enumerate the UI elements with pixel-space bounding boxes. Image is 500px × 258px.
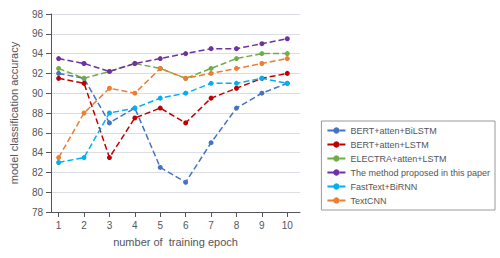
svg-text:9: 9 (259, 220, 265, 231)
svg-text:3: 3 (107, 220, 113, 231)
svg-text:model classification accuracy: model classification accuracy (8, 41, 20, 184)
svg-text:80: 80 (32, 187, 44, 198)
svg-text:84: 84 (32, 147, 44, 158)
svg-text:92: 92 (32, 68, 44, 79)
svg-text:10: 10 (282, 220, 294, 231)
svg-text:ELECTRA+atten+LSTM: ELECTRA+atten+LSTM (350, 154, 446, 164)
svg-text:5: 5 (157, 220, 163, 231)
svg-text:4: 4 (132, 220, 138, 231)
svg-text:98: 98 (32, 9, 44, 20)
svg-text:8: 8 (234, 220, 240, 231)
svg-text:TextCNN: TextCNN (350, 196, 386, 206)
svg-text:number of training epoch: number of training epoch (113, 236, 238, 248)
svg-text:82: 82 (32, 167, 44, 178)
svg-text:2: 2 (81, 220, 87, 231)
svg-text:1: 1 (56, 220, 62, 231)
svg-text:BERT+atten+BiLSTM: BERT+atten+BiLSTM (350, 126, 436, 136)
svg-text:88: 88 (32, 108, 44, 119)
svg-text:FastText+BiRNN: FastText+BiRNN (350, 182, 417, 192)
svg-text:7: 7 (208, 220, 214, 231)
svg-text:94: 94 (32, 48, 44, 59)
svg-text:86: 86 (32, 127, 44, 138)
svg-text:BERT+atten+LSTM: BERT+atten+LSTM (350, 140, 428, 150)
svg-text:96: 96 (32, 28, 44, 39)
svg-text:The method proposed in this pa: The method proposed in this paper (350, 168, 490, 178)
svg-text:90: 90 (32, 88, 44, 99)
svg-text:78: 78 (32, 207, 44, 218)
svg-text:6: 6 (183, 220, 189, 231)
